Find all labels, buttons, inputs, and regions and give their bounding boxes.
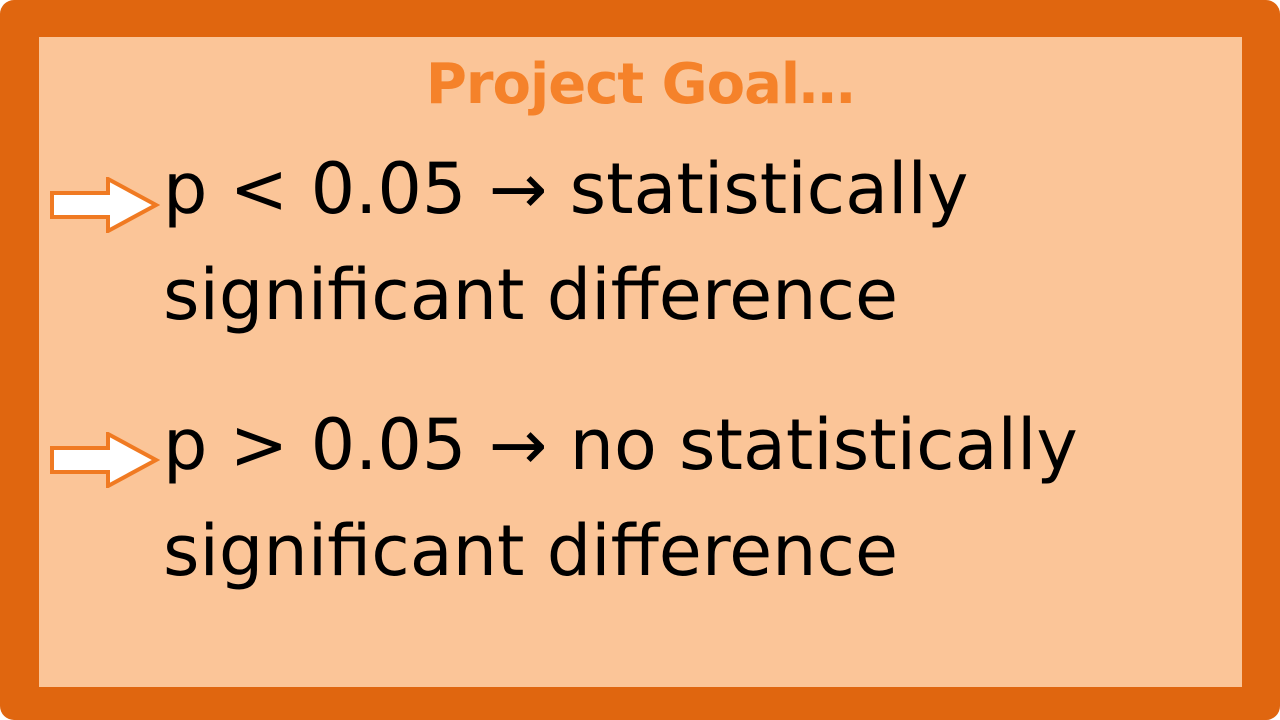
bullet-line: significant difference	[163, 510, 899, 592]
slide-panel	[39, 37, 1242, 687]
bullet-line: p < 0.05 → statistically	[163, 148, 969, 230]
bullet-line: significant difference	[163, 254, 899, 336]
slide-title: Project Goal…	[425, 52, 855, 117]
bullet-p-less-than: p < 0.05 → statistically significant dif…	[163, 136, 968, 348]
bullet-line: p > 0.05 → no statistically	[163, 404, 1078, 486]
right-arrow-icon	[50, 177, 160, 233]
bullet-p-greater-than: p > 0.05 → no statistically significant …	[163, 392, 1078, 604]
right-arrow-icon	[50, 432, 160, 488]
